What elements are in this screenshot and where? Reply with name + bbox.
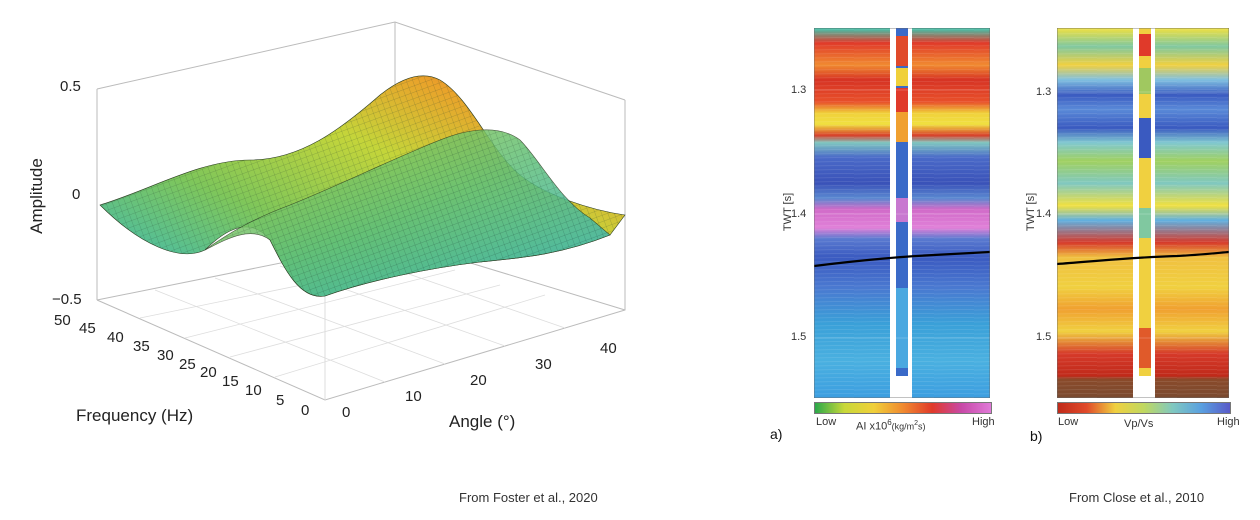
panel-a-cb-units-tail: s): [918, 421, 926, 432]
freq-tick: 15: [222, 373, 239, 390]
freq-tick: 0: [301, 402, 310, 419]
panel-b-ytick: 1.5: [1036, 331, 1052, 343]
panel-b-cb-low: Low: [1058, 416, 1079, 428]
freq-tick: 25: [179, 356, 196, 373]
angle-tick: 0: [342, 404, 351, 421]
panel-a-colorbar: [814, 402, 992, 414]
panel-b-cb-high: High: [1217, 416, 1240, 428]
panel-b-colorbar: [1057, 402, 1231, 414]
panel-b-section: [1057, 28, 1229, 398]
panel-b-cb-title: Vp/Vs: [1124, 418, 1154, 430]
left-credit: From Foster et al., 2020: [459, 490, 598, 505]
freq-tick: 45: [79, 320, 96, 337]
freq-tick: 40: [107, 329, 124, 346]
panel-a-cb-units-exp: 2: [914, 420, 919, 427]
angle-tick: 20: [470, 372, 487, 389]
freq-tick: 5: [276, 392, 285, 409]
right-credit: From Close et al., 2010: [1069, 490, 1205, 505]
angle-tick: 10: [405, 388, 422, 405]
angle-tick: 30: [535, 356, 552, 373]
amplitude-axis-label: Amplitude: [27, 158, 46, 234]
amp-tick-0.5: 0.5: [60, 78, 81, 95]
freq-tick: 30: [157, 347, 174, 364]
surface-plot: [96, 21, 626, 401]
panel-a-cb-title-text: AI x10: [856, 420, 888, 433]
panel-a-letter: a): [770, 426, 783, 442]
freq-tick: 10: [245, 382, 262, 399]
panel-b-letter: b): [1030, 428, 1043, 444]
panel-b-ytick: 1.3: [1036, 86, 1052, 98]
panel-a-cb-high: High: [972, 416, 995, 428]
panel-a-cb-units: (kg/m: [891, 421, 915, 432]
angle-tick: 40: [600, 340, 617, 357]
angle-axis-label: Angle (°): [449, 412, 516, 431]
panel-a-section: [814, 28, 990, 398]
surface-mesh: [99, 75, 626, 297]
freq-tick: 50: [54, 312, 71, 329]
panel-a-ytick: 1.4: [791, 208, 807, 220]
panel-a-ytick: 1.3: [791, 84, 807, 96]
panel-a-ytick: 1.5: [791, 331, 807, 343]
panel-a-cb-low: Low: [816, 416, 837, 428]
frequency-axis-label: Frequency (Hz): [76, 406, 194, 425]
amp-tick-0: 0: [72, 186, 81, 203]
panel-b-ytick: 1.4: [1036, 208, 1052, 220]
panel-a-cb-exp: 6: [887, 418, 892, 427]
amp-tick-neg0.5: −0.5: [52, 291, 82, 308]
freq-tick: 20: [200, 364, 217, 381]
panel-a-cb-title: AI x106(kg/m2s): [856, 418, 926, 433]
freq-tick: 35: [133, 338, 150, 355]
